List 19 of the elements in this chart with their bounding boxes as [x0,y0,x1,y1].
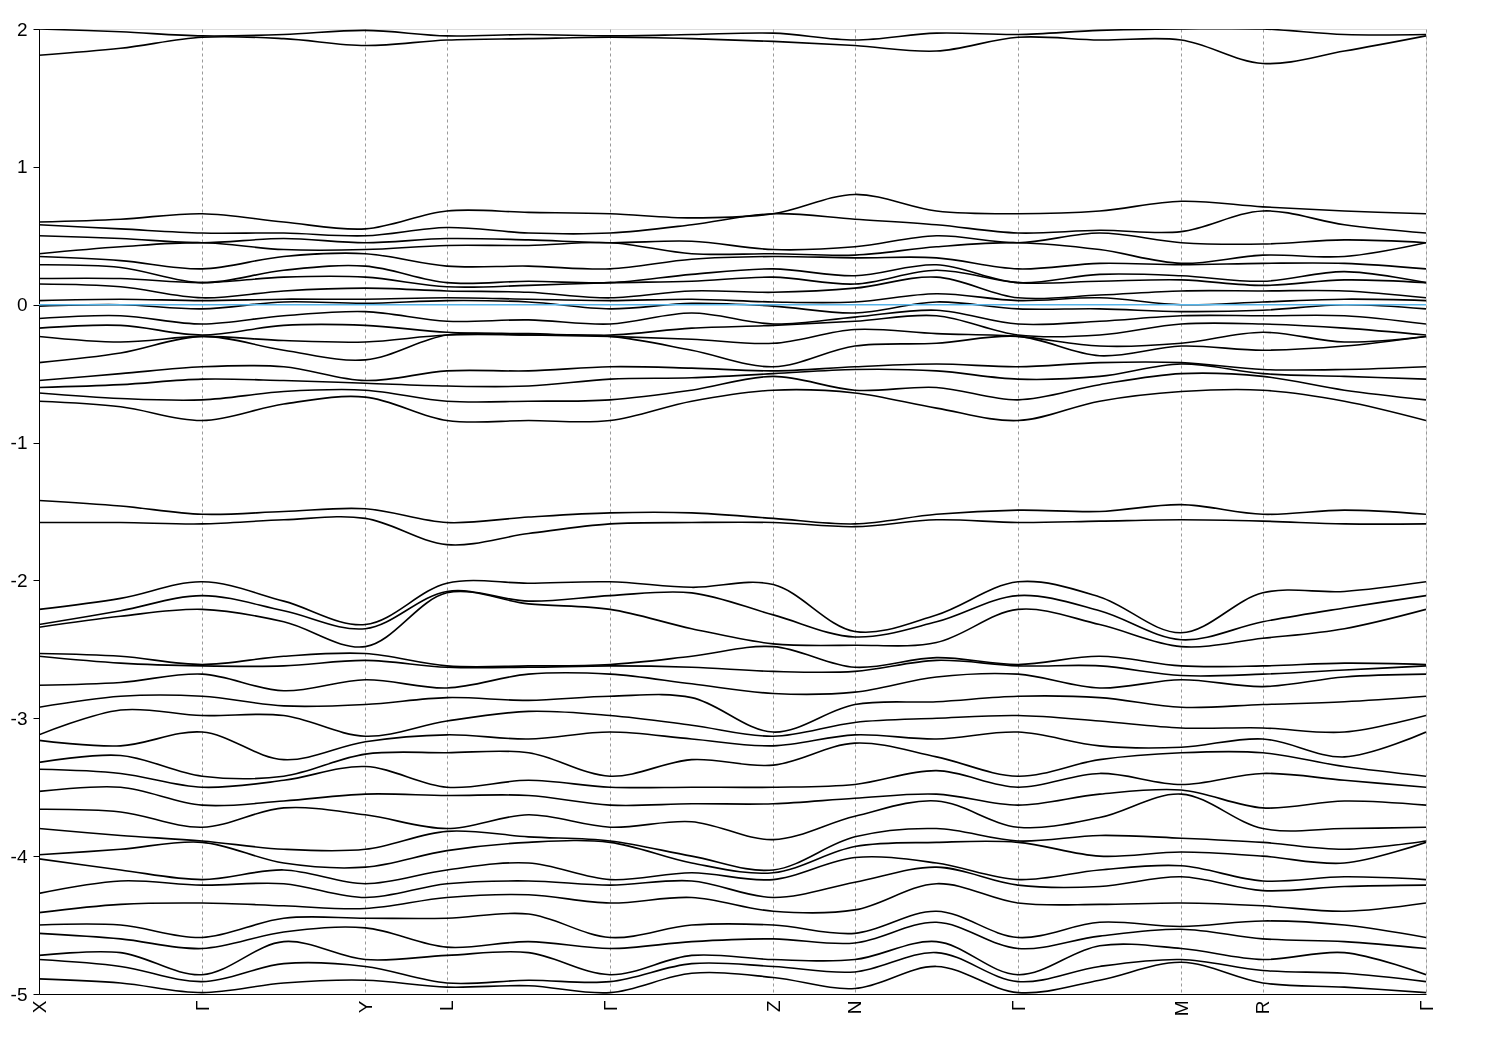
y-tick-label: 0 [16,294,28,316]
y-tick-label: -1 [10,432,28,454]
x-tick-label: Y [354,1000,376,1014]
y-tick-label: 1 [16,156,28,178]
x-tick-label: Γ [1007,1000,1029,1011]
y-tick-label: 2 [16,18,28,40]
x-tick-label: Z [762,1000,784,1013]
x-tick-label: Γ [1415,1000,1437,1011]
x-tick-label: N [844,1000,866,1015]
x-tick-label: Γ [191,1000,213,1011]
x-tick-label: L [436,1000,458,1012]
y-tick-label: -2 [10,569,28,591]
x-tick-label: M [1170,1000,1192,1017]
y-tick-label: -5 [10,983,28,1005]
x-tick-label: R [1252,1000,1274,1015]
x-tick-label: Γ [599,1000,621,1011]
x-tick-label: X [28,1000,50,1014]
y-tick-label: -4 [10,845,28,867]
y-tick-label: -3 [10,707,28,729]
